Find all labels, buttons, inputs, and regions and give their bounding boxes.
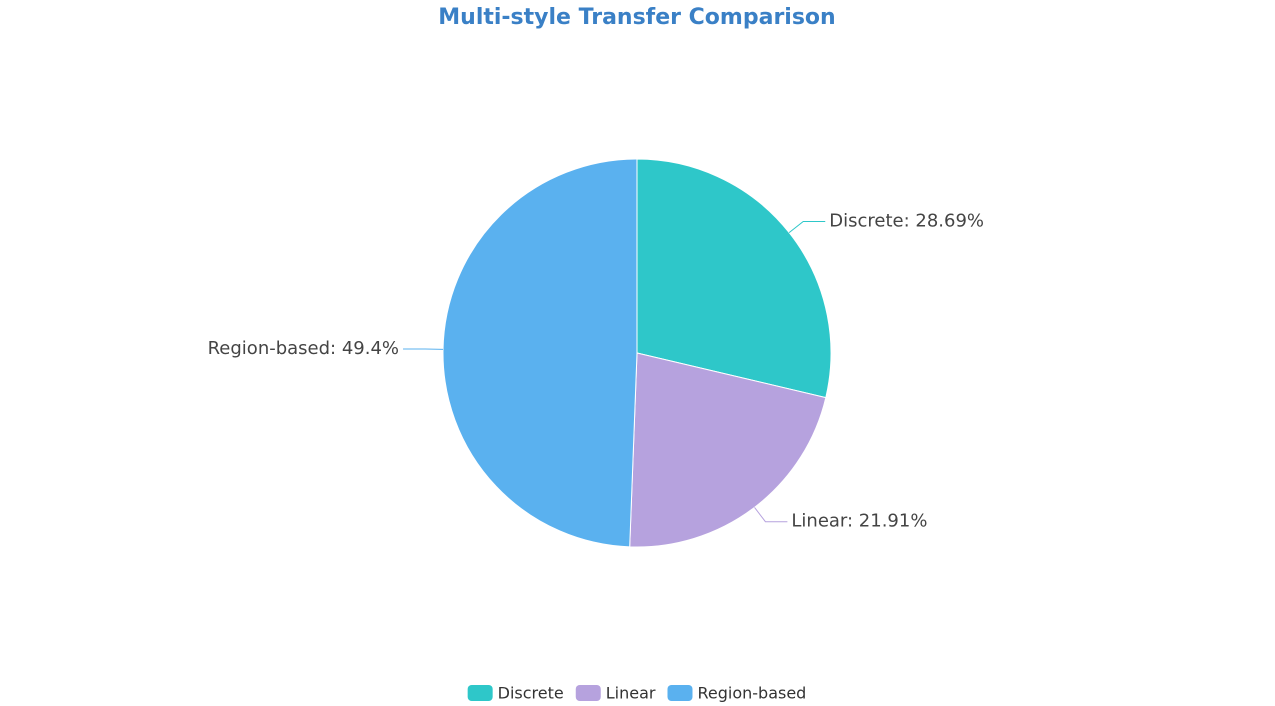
data-label: Discrete: 28.69% xyxy=(829,210,984,231)
legend-label[interactable]: Region-based xyxy=(697,684,806,703)
chart-title: Multi-style Transfer Comparison xyxy=(438,5,835,30)
legend-label[interactable]: Discrete xyxy=(498,684,564,703)
data-label: Region-based: 49.4% xyxy=(208,338,399,359)
pie-slice xyxy=(442,158,638,548)
leader-line xyxy=(788,220,826,234)
pie-slice xyxy=(629,352,827,548)
legend-swatch[interactable] xyxy=(667,685,693,701)
legend-label[interactable]: Linear xyxy=(606,684,656,703)
leader-line xyxy=(754,507,788,523)
pie-slice xyxy=(636,158,832,399)
data-label: Linear: 21.91% xyxy=(791,511,927,532)
legend-swatch[interactable] xyxy=(575,685,601,701)
legend-swatch[interactable] xyxy=(467,685,493,701)
